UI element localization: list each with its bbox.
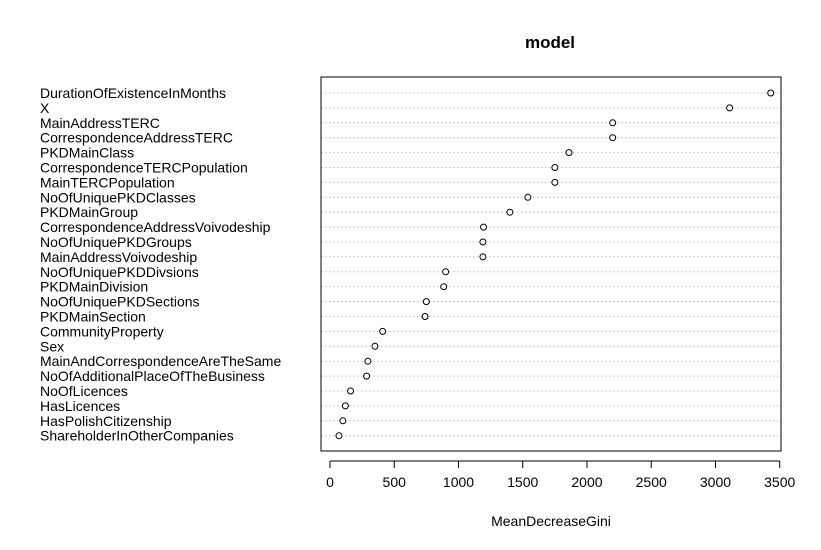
gridlines <box>321 92 781 437</box>
x-axis: 0 500 1000 1500 2000 2500 3000 3500 <box>326 460 795 490</box>
row-label: PKDMainClass <box>40 145 134 161</box>
data-point <box>422 298 430 306</box>
data-point <box>609 134 617 142</box>
data-point <box>479 238 487 246</box>
row-label: HasLicences <box>40 398 120 414</box>
x-tick-label: 1000 <box>443 474 474 490</box>
row-label: NoOfUniquePKDSections <box>40 294 200 310</box>
data-point <box>339 417 347 425</box>
row-label: CorrespondenceAddressVoivodeship <box>40 219 271 235</box>
row-label: Sex <box>40 338 64 354</box>
x-tick-label: 2500 <box>636 474 667 490</box>
data-point <box>480 223 488 231</box>
data-point <box>506 208 514 216</box>
row-label: MainTERCPopulation <box>40 174 175 190</box>
row-label: NoOfAdditionalPlaceOfTheBusiness <box>40 368 265 384</box>
chart-title: model <box>525 33 575 52</box>
x-tick-label: 2000 <box>571 474 602 490</box>
data-point <box>335 432 343 440</box>
data-point <box>479 253 487 261</box>
x-tick-label: 1500 <box>507 474 538 490</box>
row-labels: DurationOfExistenceInMonthsXMainAddressT… <box>40 85 281 444</box>
row-label: MainAndCorrespondenceAreTheSame <box>40 353 281 369</box>
row-label: CorrespondenceAddressTERC <box>40 130 233 146</box>
x-tick-label: 0 <box>326 474 334 490</box>
row-label: NoOfUniquePKDDivsions <box>40 264 199 280</box>
x-tick-label: 3000 <box>700 474 731 490</box>
row-label: PKDMainGroup <box>40 204 138 220</box>
data-point <box>363 372 371 380</box>
data-point <box>347 387 355 395</box>
x-axis-label: MeanDecreaseGini <box>491 513 611 529</box>
data-point <box>341 402 349 410</box>
data-point <box>524 193 532 201</box>
data-point <box>364 357 372 365</box>
row-label: NoOfUniquePKDClasses <box>40 189 196 205</box>
data-point <box>565 149 573 157</box>
row-label: ShareholderInOtherCompanies <box>40 428 234 444</box>
data-point <box>371 342 379 350</box>
data-points <box>335 89 775 440</box>
data-point <box>379 327 387 335</box>
row-label: CorrespondenceTERCPopulation <box>40 160 248 176</box>
data-point <box>440 283 448 291</box>
x-tick-label: 3500 <box>764 474 795 490</box>
x-tick-label: 500 <box>383 474 407 490</box>
row-label: CommunityProperty <box>40 323 164 339</box>
data-point <box>551 164 559 171</box>
row-label: NoOfLicences <box>40 383 128 399</box>
data-point <box>421 313 429 320</box>
row-label: MainAddressTERC <box>40 115 160 131</box>
data-point <box>609 119 617 127</box>
row-label: X <box>40 100 50 116</box>
row-label: PKDMainSection <box>40 309 146 325</box>
row-label: NoOfUniquePKDGroups <box>40 234 192 250</box>
data-point <box>726 104 734 112</box>
data-point <box>442 268 450 276</box>
row-label: PKDMainDivision <box>40 279 148 295</box>
row-label: MainAddressVoivodeship <box>40 249 197 265</box>
data-point <box>767 89 775 97</box>
data-point <box>551 178 559 186</box>
plot-frame <box>320 76 782 452</box>
row-label: HasPolishCitizenship <box>40 413 172 429</box>
row-label: DurationOfExistenceInMonths <box>40 85 226 101</box>
